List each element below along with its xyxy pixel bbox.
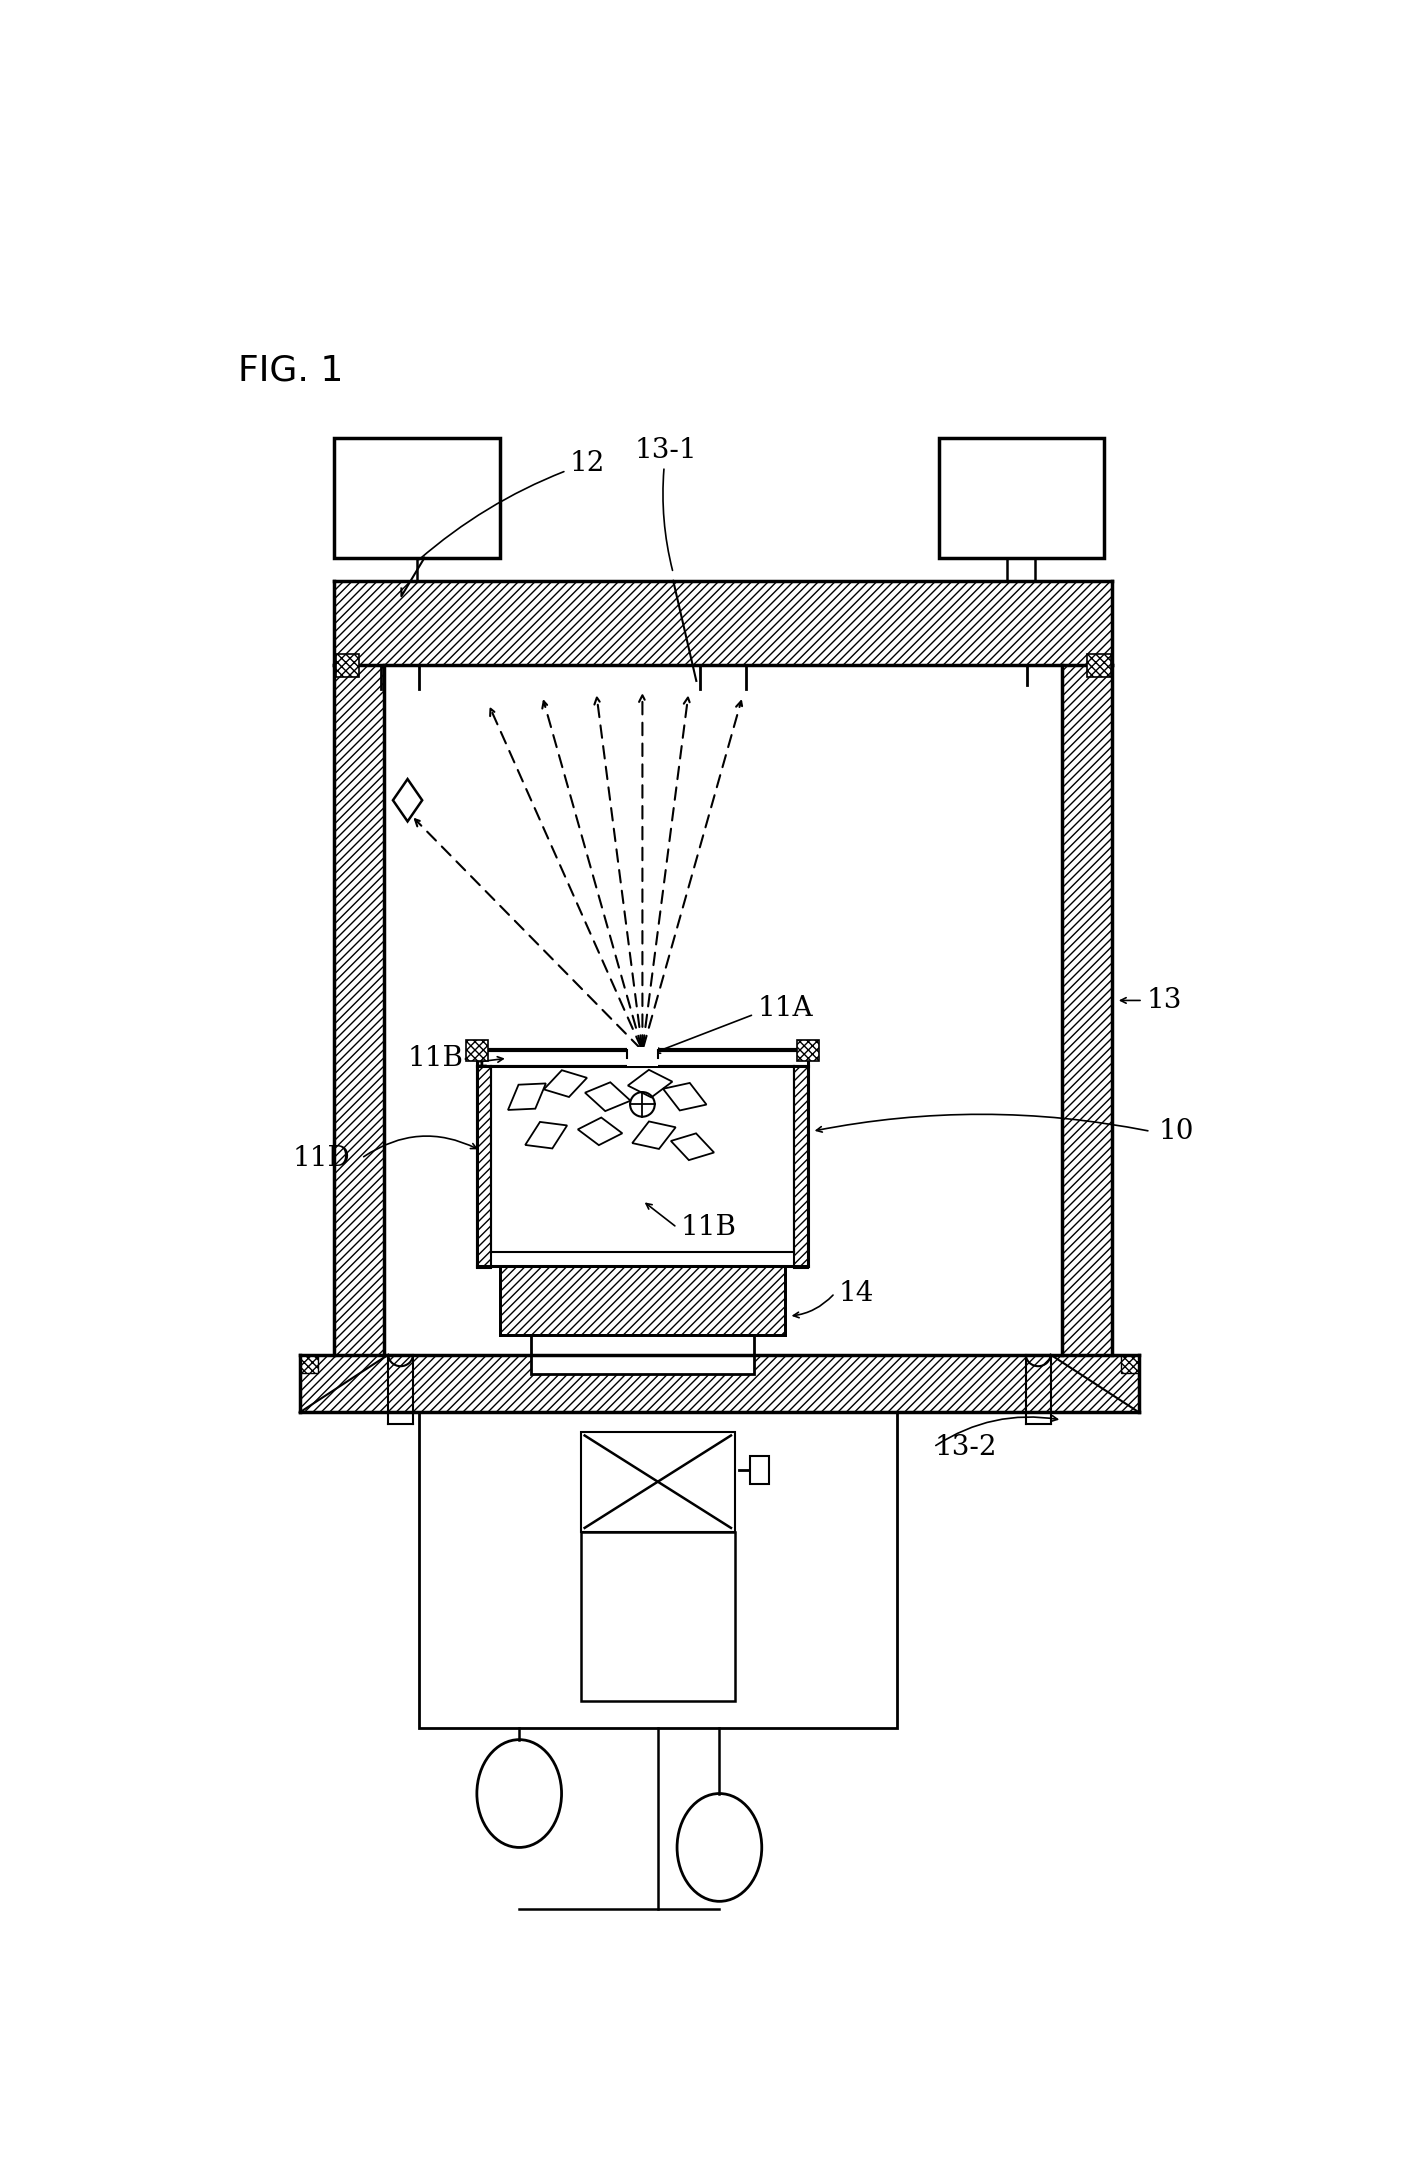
Text: 13: 13	[1146, 986, 1182, 1014]
Text: 13-2: 13-2	[935, 1432, 998, 1461]
Ellipse shape	[477, 1739, 562, 1848]
Bar	[334, 438, 499, 557]
Bar	[1063, 666, 1112, 1354]
Text: 11B: 11B	[681, 1215, 737, 1241]
Polygon shape	[393, 779, 422, 821]
Polygon shape	[671, 1134, 715, 1160]
Bar	[419, 1413, 897, 1729]
Polygon shape	[633, 1121, 676, 1149]
Bar	[940, 438, 1105, 557]
Bar	[301, 1356, 318, 1374]
Bar	[466, 1041, 488, 1060]
Text: FIG. 1: FIG. 1	[238, 353, 344, 388]
Text: 12: 12	[419, 451, 604, 559]
Polygon shape	[628, 1069, 672, 1097]
Bar	[580, 1432, 734, 1533]
Bar	[750, 1456, 770, 1485]
Bar	[580, 1533, 734, 1700]
Bar	[334, 666, 385, 1354]
Polygon shape	[584, 1082, 631, 1110]
Text: 11D: 11D	[291, 1145, 350, 1171]
Bar	[531, 1335, 754, 1374]
Polygon shape	[525, 1121, 567, 1149]
Text: 10: 10	[1159, 1117, 1194, 1145]
Bar	[794, 1067, 808, 1267]
Bar	[477, 1067, 491, 1267]
Bar	[1121, 1356, 1138, 1374]
Bar	[300, 1354, 1139, 1413]
Text: 13-1: 13-1	[635, 438, 698, 570]
Bar	[1088, 653, 1111, 677]
Text: 14: 14	[839, 1280, 874, 1306]
Ellipse shape	[676, 1794, 761, 1901]
Polygon shape	[577, 1117, 623, 1145]
Text: 11A: 11A	[758, 995, 814, 1021]
Bar	[335, 653, 359, 677]
Bar	[797, 1041, 819, 1060]
Text: 11B-1: 11B-1	[408, 1045, 491, 1071]
Polygon shape	[543, 1071, 587, 1097]
Polygon shape	[508, 1084, 546, 1110]
Bar	[627, 1047, 658, 1067]
Polygon shape	[664, 1082, 706, 1110]
Bar	[499, 1267, 785, 1335]
Bar	[334, 581, 1112, 666]
